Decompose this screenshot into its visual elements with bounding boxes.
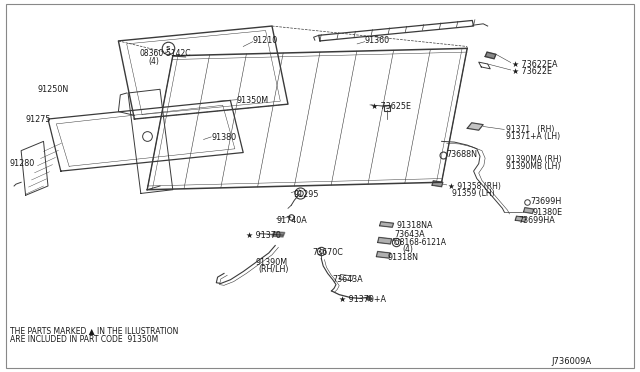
Text: 91318N: 91318N bbox=[388, 253, 419, 262]
Text: 91360: 91360 bbox=[365, 36, 390, 45]
Polygon shape bbox=[515, 216, 526, 222]
Text: 91318NA: 91318NA bbox=[397, 221, 433, 230]
Text: 91280: 91280 bbox=[10, 159, 35, 168]
Text: 73699H: 73699H bbox=[530, 197, 561, 206]
Text: 91350M: 91350M bbox=[237, 96, 269, 105]
Text: 73643A: 73643A bbox=[333, 275, 364, 284]
Text: S: S bbox=[165, 46, 170, 51]
Text: 91380: 91380 bbox=[211, 133, 236, 142]
Text: 73643A: 73643A bbox=[394, 230, 425, 239]
Polygon shape bbox=[272, 232, 285, 237]
Polygon shape bbox=[380, 222, 394, 227]
Polygon shape bbox=[524, 208, 534, 214]
Text: 91390MA (RH): 91390MA (RH) bbox=[506, 155, 561, 164]
Text: ★ 91370+A: ★ 91370+A bbox=[339, 295, 386, 304]
Text: 73688N: 73688N bbox=[447, 150, 477, 159]
Text: 08360-5142C: 08360-5142C bbox=[140, 49, 191, 58]
Text: 91295: 91295 bbox=[293, 190, 319, 199]
Text: ★ 73625E: ★ 73625E bbox=[371, 102, 412, 110]
Text: (RH/LH): (RH/LH) bbox=[259, 265, 289, 274]
Text: 91275: 91275 bbox=[26, 115, 51, 124]
Text: 91250N: 91250N bbox=[37, 85, 68, 94]
Text: 73670C: 73670C bbox=[312, 248, 343, 257]
Polygon shape bbox=[432, 181, 443, 187]
Text: ★ 73622E: ★ 73622E bbox=[512, 67, 552, 76]
Text: 91371+A (LH): 91371+A (LH) bbox=[506, 132, 560, 141]
Text: °08168-6121A: °08168-6121A bbox=[392, 238, 447, 247]
Text: ARE INCLUDED IN PART CODE  91350M: ARE INCLUDED IN PART CODE 91350M bbox=[10, 335, 158, 344]
Text: ★ 91370: ★ 91370 bbox=[246, 231, 280, 240]
Text: (4): (4) bbox=[148, 57, 159, 66]
Polygon shape bbox=[376, 251, 390, 258]
Text: 91359 (LH): 91359 (LH) bbox=[452, 189, 495, 198]
Text: 91740A: 91740A bbox=[276, 216, 307, 225]
Polygon shape bbox=[467, 123, 483, 130]
Text: J736009A: J736009A bbox=[552, 357, 592, 366]
Polygon shape bbox=[485, 52, 496, 59]
Text: (4): (4) bbox=[402, 246, 413, 254]
Text: ★ 91358 (RH): ★ 91358 (RH) bbox=[448, 182, 501, 190]
Text: THE PARTS MARKED ▲ IN THE ILLUSTRATION: THE PARTS MARKED ▲ IN THE ILLUSTRATION bbox=[10, 326, 178, 335]
Text: 91371   (RH): 91371 (RH) bbox=[506, 125, 554, 134]
Text: ★ 73622EA: ★ 73622EA bbox=[512, 60, 557, 68]
Polygon shape bbox=[366, 297, 372, 301]
Text: 91210: 91210 bbox=[253, 36, 278, 45]
Text: 91390MB (LH): 91390MB (LH) bbox=[506, 162, 560, 171]
Polygon shape bbox=[378, 237, 392, 244]
Text: 91380E: 91380E bbox=[532, 208, 563, 217]
Text: 73699HA: 73699HA bbox=[518, 216, 555, 225]
Text: 91390M: 91390M bbox=[256, 258, 288, 267]
